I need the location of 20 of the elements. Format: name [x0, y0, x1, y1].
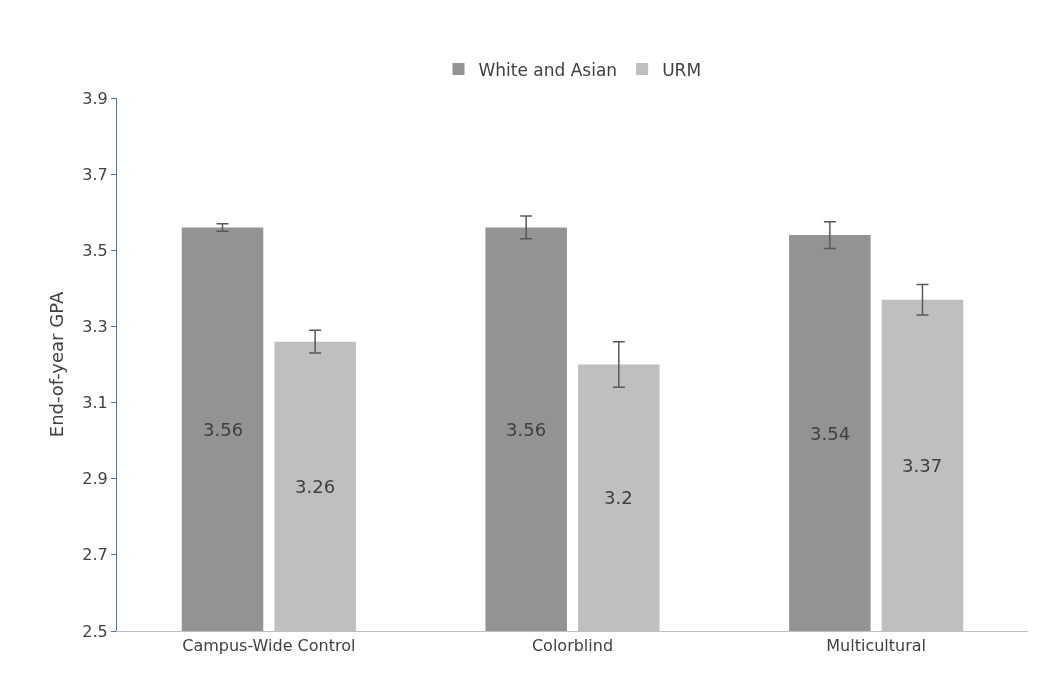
- data-label: 3.37: [902, 455, 943, 476]
- x-tick-label: Campus-Wide Control: [182, 636, 356, 656]
- y-tick-label: 3.5: [82, 240, 108, 260]
- x-tick-label: Colorblind: [531, 636, 614, 656]
- x-tick-label: Multicultural: [826, 636, 927, 656]
- y-tick-label: 2.5: [82, 621, 108, 641]
- data-label: 3.54: [810, 423, 851, 444]
- y-tick-label: 2.9: [82, 469, 108, 489]
- y-tick-label: 3.1: [82, 393, 108, 413]
- y-tick-label: 3.7: [82, 164, 108, 184]
- legend-label: URM: [662, 59, 702, 80]
- data-label: 3.26: [295, 476, 336, 497]
- data-label: 3.56: [506, 419, 547, 440]
- y-tick-label: 3.3: [82, 317, 108, 337]
- data-label: 3.56: [203, 419, 244, 440]
- legend-label: White and Asian: [478, 59, 618, 80]
- y-tick-label: 3.9: [82, 88, 108, 108]
- data-label: 3.2: [604, 487, 633, 508]
- y-tick-label: 2.7: [82, 545, 108, 565]
- y-axis-title: End-of-year GPA: [45, 291, 67, 438]
